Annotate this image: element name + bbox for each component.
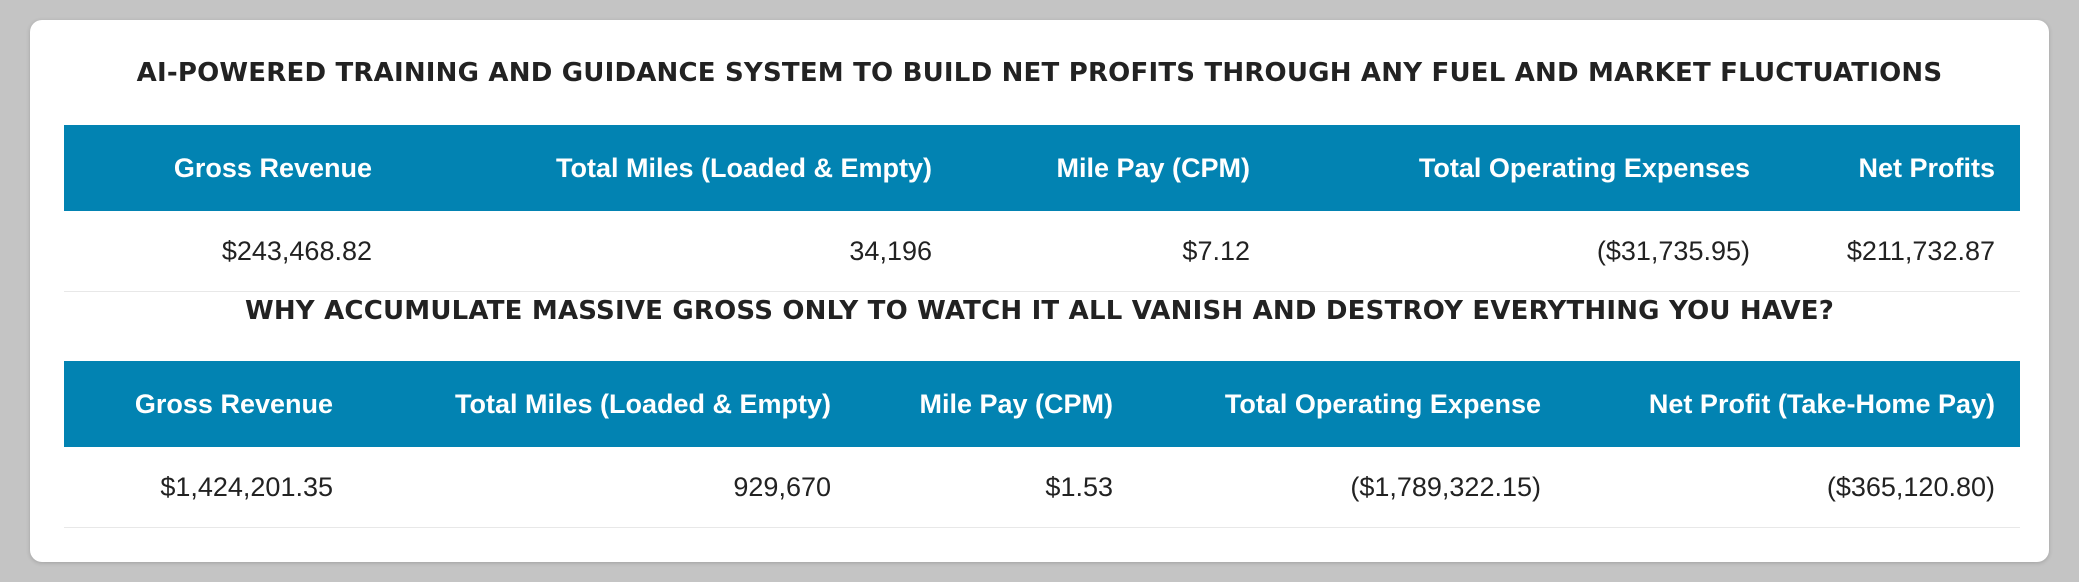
cell-operating-expenses: ($31,735.95) [1275,211,1775,292]
header-total-miles: Total Miles (Loaded & Empty) [358,361,856,447]
comparison-card: AI-POWERED TRAINING AND GUIDANCE SYSTEM … [30,20,2049,562]
header-gross-revenue: Gross Revenue [64,125,397,211]
table-header-row: Gross Revenue Total Miles (Loaded & Empt… [64,125,2020,211]
header-operating-expense: Total Operating Expense [1138,361,1566,447]
cell-net-profits: $211,732.87 [1775,211,2020,292]
table-header-row: Gross Revenue Total Miles (Loaded & Empt… [64,361,2020,447]
cell-operating-expense: ($1,789,322.15) [1138,447,1566,528]
cell-gross-revenue: $243,468.82 [64,211,397,292]
table-row: $1,424,201.35 929,670 $1.53 ($1,789,322.… [64,447,2020,528]
header-operating-expenses: Total Operating Expenses [1275,125,1775,211]
header-gross-revenue: Gross Revenue [64,361,358,447]
cell-mile-pay: $1.53 [856,447,1138,528]
loss-table: Gross Revenue Total Miles (Loaded & Empt… [64,361,2020,528]
table-row: $243,468.82 34,196 $7.12 ($31,735.95) $2… [64,211,2020,292]
cell-total-miles: 929,670 [358,447,856,528]
header-mile-pay: Mile Pay (CPM) [957,125,1275,211]
header-net-profit-take-home: Net Profit (Take-Home Pay) [1566,361,2020,447]
cell-total-miles: 34,196 [397,211,957,292]
cell-gross-revenue: $1,424,201.35 [64,447,358,528]
cell-net-profit-take-home: ($365,120.80) [1566,447,2020,528]
section1-title: AI-POWERED TRAINING AND GUIDANCE SYSTEM … [136,58,1943,88]
header-mile-pay: Mile Pay (CPM) [856,361,1138,447]
section2-title: WHY ACCUMULATE MASSIVE GROSS ONLY TO WAT… [244,296,1835,326]
header-total-miles: Total Miles (Loaded & Empty) [397,125,957,211]
header-net-profits: Net Profits [1775,125,2020,211]
profit-table: Gross Revenue Total Miles (Loaded & Empt… [64,125,2020,292]
cell-mile-pay: $7.12 [957,211,1275,292]
